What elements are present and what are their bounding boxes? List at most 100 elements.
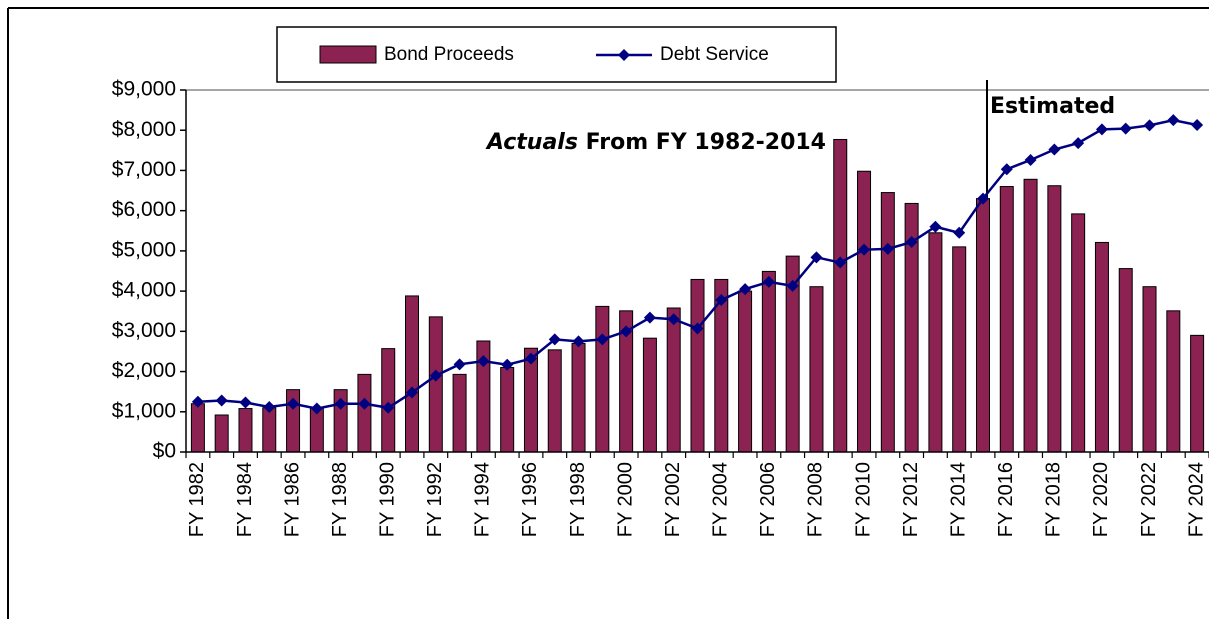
legend-label: Debt Service — [660, 44, 769, 65]
bar — [1118, 268, 1133, 453]
marker — [1143, 119, 1156, 132]
y-tick-label: $8,000 — [112, 118, 176, 141]
y-tick-label: $2,000 — [112, 359, 176, 382]
marker — [501, 358, 514, 371]
bar — [999, 186, 1014, 453]
marker — [334, 397, 347, 410]
annotation-italic: Actuals — [485, 130, 578, 155]
bar — [738, 290, 753, 453]
x-tick-label: FY 2018 — [1043, 462, 1065, 537]
bar — [428, 316, 443, 453]
marker — [191, 395, 204, 408]
marker — [1167, 114, 1180, 127]
marker — [858, 243, 871, 256]
bar — [262, 407, 277, 453]
bar — [547, 349, 562, 453]
marker — [310, 402, 323, 415]
x-tick-label: FY 2000 — [614, 462, 636, 537]
marker — [1072, 137, 1085, 150]
marker — [429, 369, 442, 382]
y-tick-label: $9,000 — [112, 78, 176, 101]
marker — [358, 397, 371, 410]
y-tick-label: $0 — [153, 440, 176, 463]
marker — [382, 401, 395, 414]
x-tick-label: FY 2012 — [900, 462, 922, 537]
bar — [452, 373, 467, 453]
bar — [500, 367, 515, 453]
bar — [809, 286, 824, 453]
bar — [571, 342, 586, 453]
bar — [1047, 185, 1062, 453]
marker — [905, 236, 918, 249]
x-tick-label: FY 2004 — [710, 462, 732, 537]
bar — [595, 305, 610, 453]
x-tick-label: FY 2020 — [1090, 462, 1112, 537]
x-tick-label: FY 2008 — [805, 462, 827, 537]
y-tick-label: $5,000 — [112, 238, 176, 261]
marker — [643, 311, 656, 324]
marker — [406, 386, 419, 399]
bar — [690, 278, 705, 453]
marker — [762, 275, 775, 288]
legend-label: Bond Proceeds — [384, 44, 514, 65]
annotation: Actuals From FY 1982-2014 — [485, 130, 826, 155]
marker — [786, 279, 799, 292]
marker — [548, 333, 561, 346]
marker — [739, 283, 752, 296]
x-tick-label: FY 2024 — [1185, 462, 1207, 537]
y-tick-label: $1,000 — [112, 399, 176, 422]
bar — [833, 138, 848, 453]
bar — [975, 198, 990, 453]
legend-swatch-bar — [319, 45, 377, 64]
x-tick-label: FY 1984 — [234, 462, 256, 537]
x-tick-label: FY 2016 — [995, 462, 1017, 537]
x-tick-label: FY 2002 — [662, 462, 684, 537]
x-tick-label: FY 1994 — [472, 462, 494, 537]
bar — [405, 295, 420, 453]
plot: $0 $1,000 $2,000 $3,000 $4,000 $5,000 $6,000 $7… — [112, 78, 1209, 537]
y-tick-label: $4,000 — [112, 279, 176, 302]
x-tick-label: FY 2010 — [852, 462, 874, 537]
bar — [357, 373, 372, 453]
marker — [596, 333, 609, 346]
x-tick-label: FY 2022 — [1138, 462, 1160, 537]
marker — [477, 355, 490, 368]
x-tick-label: FY 1992 — [424, 462, 446, 537]
x-tick-label: FY 1990 — [377, 462, 399, 537]
bar — [238, 408, 253, 453]
marker — [976, 192, 989, 205]
x-tick-label: FY 1982 — [186, 462, 208, 537]
marker — [239, 396, 252, 409]
annotation-rest: From FY 1982-2014 — [578, 130, 826, 155]
marker — [953, 226, 966, 239]
bar — [1190, 334, 1205, 453]
marker — [453, 358, 466, 371]
bar — [1023, 178, 1038, 453]
marker — [215, 394, 228, 407]
x-tick-label: FY 1986 — [281, 462, 303, 537]
bar — [1094, 241, 1109, 453]
marker — [1119, 122, 1132, 135]
marker — [1095, 123, 1108, 136]
marker — [715, 293, 728, 306]
x-tick-label: FY 2014 — [947, 462, 969, 537]
bar — [214, 414, 229, 453]
y-tick-label: $3,000 — [112, 319, 176, 342]
marker — [1191, 118, 1204, 131]
marker — [667, 313, 680, 326]
marker — [287, 397, 300, 410]
bar — [857, 170, 872, 453]
marker — [929, 220, 942, 233]
marker — [263, 400, 276, 413]
x-tick-label: FY 2006 — [757, 462, 779, 537]
marker — [572, 335, 585, 348]
marker — [691, 322, 704, 335]
marker — [620, 325, 633, 338]
legend-marker — [618, 49, 630, 61]
bar — [642, 337, 657, 453]
bar — [928, 232, 943, 453]
x-tick-label: FY 1988 — [329, 462, 351, 537]
x-tick-label: FY 1998 — [567, 462, 589, 537]
y-tick-label: $7,000 — [112, 158, 176, 181]
marker — [881, 242, 894, 255]
